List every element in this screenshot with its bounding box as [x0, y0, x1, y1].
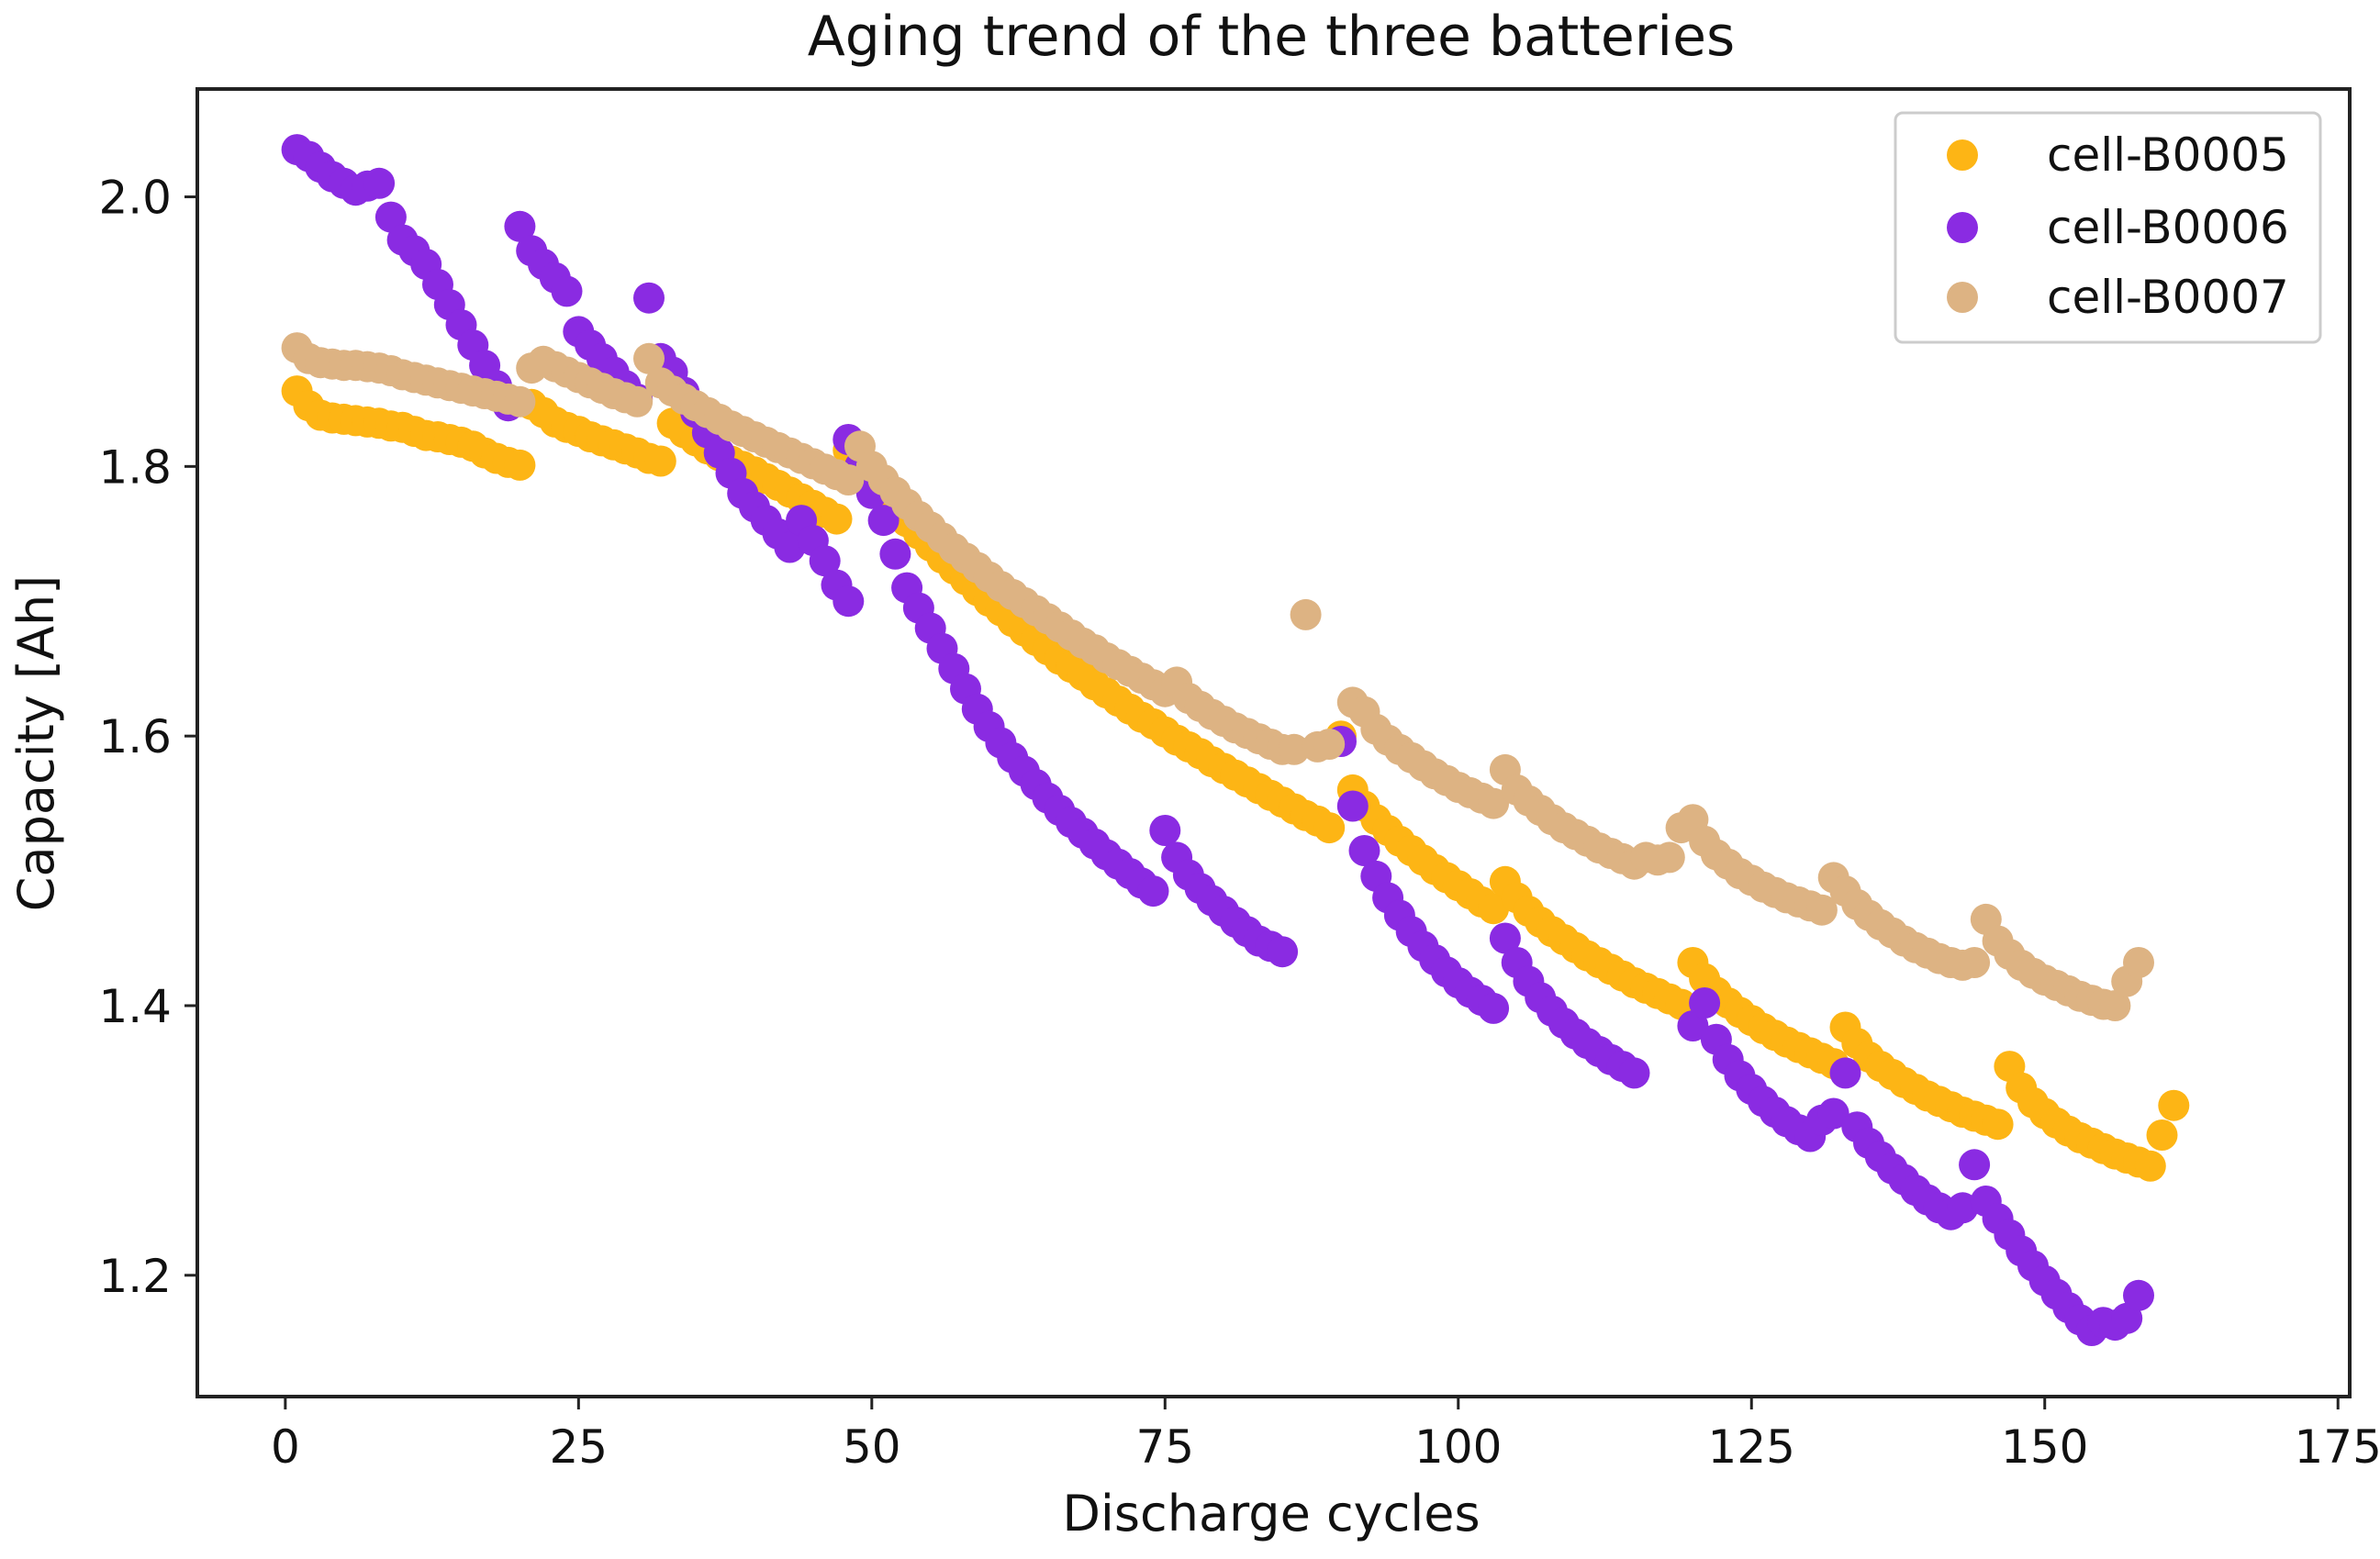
chart-title: Aging trend of the three batteries — [808, 5, 1736, 69]
point-cell-B0006-46 — [809, 545, 841, 577]
legend: cell-B0005 cell-B0006 cell-B0007 — [1894, 111, 2322, 344]
point-cell-B0006-74 — [1137, 875, 1169, 908]
point-cell-B0007-87 — [1290, 598, 1322, 630]
point-cell-B0006-120 — [1677, 1010, 1709, 1041]
point-cell-B0006-115 — [1618, 1057, 1650, 1089]
x-tick-label: 25 — [550, 1420, 609, 1474]
x-axis: 0 25 50 75 100 125 150 175 — [271, 1397, 2380, 1474]
y-tick-label: 1.2 — [98, 1250, 172, 1303]
point-cell-B0005-160 — [2146, 1119, 2178, 1151]
point-cell-B0006-158 — [2123, 1279, 2154, 1311]
point-cell-B0005-32 — [644, 445, 676, 477]
y-tick-label: 1.4 — [98, 980, 172, 1033]
point-cell-B0005-159 — [2134, 1150, 2166, 1182]
legend-box — [1894, 111, 2322, 344]
x-tick-label: 125 — [1708, 1420, 1795, 1474]
point-cell-B0006-143 — [1947, 1192, 1979, 1224]
point-cell-B0006-91 — [1336, 790, 1369, 822]
data-points — [281, 134, 2190, 1346]
point-cell-B0006-157 — [2111, 1302, 2143, 1334]
point-cell-B0006-31 — [633, 282, 665, 314]
point-cell-B0006-8 — [363, 167, 396, 199]
point-cell-B0006-48 — [832, 585, 865, 618]
point-cell-B0006-75 — [1149, 815, 1181, 846]
y-tick-label: 2.0 — [98, 172, 172, 225]
point-cell-B0007-144 — [1959, 947, 1991, 978]
point-cell-B0007-30 — [621, 385, 654, 418]
legend-label-b0006: cell-B0006 — [2047, 201, 2289, 254]
point-cell-B0005-146 — [1982, 1108, 2014, 1141]
legend-marker-b0005 — [1947, 139, 1978, 171]
point-cell-B0007-158 — [2123, 947, 2154, 978]
x-tick-label: 175 — [2295, 1420, 2380, 1474]
legend-marker-b0007 — [1947, 282, 1978, 313]
point-cell-B0007-89 — [1313, 729, 1346, 760]
point-cell-B0006-133 — [1829, 1057, 1861, 1089]
point-cell-B0006-51 — [867, 505, 899, 537]
point-cell-B0006-144 — [1959, 1149, 1991, 1181]
point-cell-B0006-85 — [1267, 936, 1299, 968]
point-cell-B0006-43 — [774, 531, 806, 563]
point-cell-B0006-121 — [1689, 987, 1721, 1019]
point-cell-B0005-161 — [2158, 1089, 2190, 1121]
x-tick-label: 0 — [271, 1420, 300, 1474]
legend-label-b0007: cell-B0007 — [2047, 271, 2289, 324]
point-cell-B0005-47 — [821, 503, 853, 535]
x-tick-label: 150 — [2001, 1420, 2088, 1474]
point-cell-B0007-31 — [633, 342, 665, 374]
x-axis-label: Discharge cycles — [1062, 1485, 1480, 1542]
point-cell-B0007-48 — [832, 464, 865, 496]
y-tick-label: 1.8 — [98, 440, 172, 494]
y-axis: 1.2 1.4 1.6 1.8 2.0 — [98, 172, 197, 1303]
point-cell-B0007-20 — [504, 385, 536, 418]
point-cell-B0006-104 — [1489, 922, 1521, 954]
x-tick-label: 75 — [1135, 1420, 1194, 1474]
point-cell-B0006-52 — [879, 538, 911, 570]
point-cell-B0006-20 — [504, 210, 536, 242]
point-cell-B0006-24 — [551, 275, 583, 307]
plot-frame — [196, 87, 2352, 1398]
point-cell-B0007-131 — [1805, 894, 1838, 926]
point-cell-B0006-103 — [1478, 992, 1510, 1024]
x-tick-label: 50 — [843, 1420, 901, 1474]
point-cell-B0005-89 — [1313, 812, 1346, 844]
point-cell-B0007-156 — [2099, 990, 2131, 1021]
point-cell-B0005-103 — [1478, 893, 1510, 925]
point-cell-B0006-92 — [1348, 835, 1380, 866]
legend-marker-b0006 — [1947, 212, 1978, 243]
x-tick-label: 100 — [1414, 1420, 1502, 1474]
legend-label-b0005: cell-B0005 — [2047, 128, 2289, 182]
y-tick-label: 1.6 — [98, 710, 172, 763]
point-cell-B0006-132 — [1817, 1097, 1849, 1130]
point-cell-B0005-20 — [504, 449, 536, 481]
y-axis-label: Capacity [Ah] — [7, 575, 65, 911]
point-cell-B0007-86 — [1278, 733, 1310, 765]
point-cell-B0007-103 — [1478, 787, 1510, 819]
point-cell-B0007-118 — [1653, 841, 1685, 874]
